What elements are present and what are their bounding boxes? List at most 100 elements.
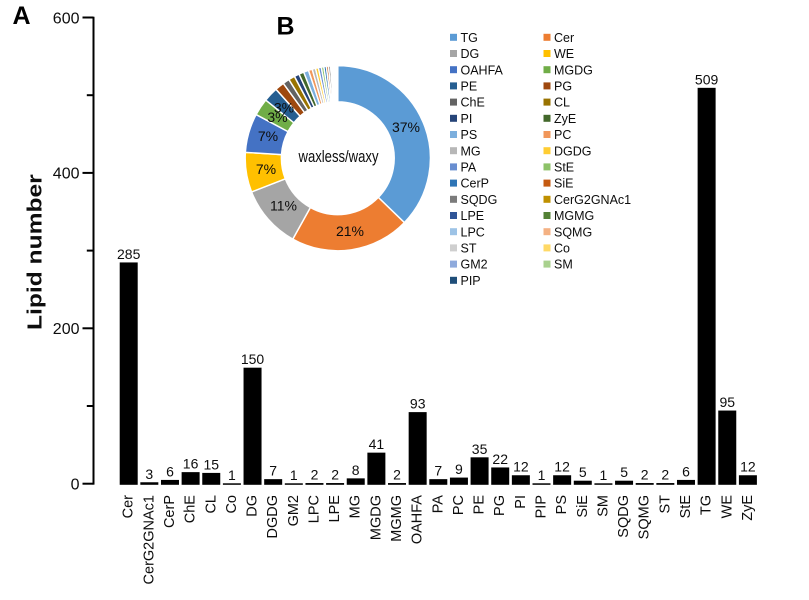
svg-text:9: 9 (455, 461, 463, 477)
svg-text:PG: PG (554, 80, 572, 94)
svg-text:2: 2 (331, 467, 339, 483)
svg-text:PIP: PIP (461, 274, 481, 288)
svg-text:22: 22 (492, 451, 508, 467)
svg-text:8: 8 (352, 462, 360, 478)
svg-text:SQDG: SQDG (616, 495, 632, 538)
svg-text:PE: PE (472, 495, 488, 515)
svg-text:MG: MG (348, 495, 364, 518)
svg-text:95: 95 (720, 394, 736, 410)
svg-text:Co: Co (554, 242, 570, 256)
svg-text:PC: PC (554, 128, 571, 142)
svg-text:DGDG: DGDG (554, 144, 592, 158)
svg-text:CerP: CerP (162, 495, 178, 528)
svg-text:3: 3 (145, 466, 153, 482)
svg-text:7: 7 (434, 463, 442, 479)
svg-text:41: 41 (369, 436, 385, 452)
svg-text:6: 6 (682, 463, 690, 479)
svg-text:Co: Co (224, 495, 240, 514)
svg-text:200: 200 (53, 321, 80, 338)
svg-text:CL: CL (554, 96, 570, 110)
svg-text:PS: PS (461, 128, 478, 142)
svg-text:MGDG: MGDG (368, 495, 384, 540)
svg-text:21%: 21% (336, 223, 364, 239)
svg-text:CerG2GNAc1: CerG2GNAc1 (141, 495, 157, 584)
svg-text:TG: TG (699, 495, 715, 515)
svg-text:PA: PA (430, 495, 446, 514)
svg-text:ST: ST (657, 495, 673, 514)
svg-text:150: 150 (241, 351, 265, 367)
svg-text:DG: DG (245, 495, 261, 517)
svg-text:5: 5 (620, 464, 628, 480)
svg-text:PG: PG (492, 495, 508, 516)
svg-text:1: 1 (228, 467, 236, 483)
svg-text:0: 0 (71, 477, 80, 494)
svg-text:MGDG: MGDG (554, 63, 593, 77)
svg-text:OAHFA: OAHFA (461, 63, 504, 77)
svg-text:2: 2 (661, 467, 669, 483)
svg-text:waxless/waxy: waxless/waxy (298, 147, 379, 166)
svg-text:SQMG: SQMG (637, 495, 653, 539)
svg-text:PI: PI (513, 495, 529, 509)
svg-text:ST: ST (461, 242, 477, 256)
svg-text:16: 16 (183, 456, 199, 472)
svg-text:Cer: Cer (554, 31, 574, 45)
svg-text:SiE: SiE (575, 495, 591, 518)
svg-text:MGMG: MGMG (389, 495, 405, 542)
svg-text:MGMG: MGMG (554, 209, 594, 223)
svg-text:5: 5 (579, 464, 587, 480)
svg-text:PI: PI (461, 112, 473, 126)
svg-text:CL: CL (203, 495, 219, 514)
svg-text:7: 7 (269, 463, 277, 479)
svg-text:PIP: PIP (534, 495, 550, 518)
svg-text:ChE: ChE (183, 495, 199, 524)
svg-text:2: 2 (393, 467, 401, 483)
svg-text:3%: 3% (274, 100, 294, 116)
svg-text:2: 2 (311, 467, 319, 483)
svg-text:LPE: LPE (327, 495, 343, 523)
svg-text:StE: StE (678, 495, 694, 519)
svg-text:A: A (13, 2, 31, 30)
svg-text:SM: SM (595, 495, 611, 517)
svg-text:6: 6 (166, 463, 174, 479)
svg-text:ZyE: ZyE (740, 495, 756, 521)
svg-text:PS: PS (554, 495, 570, 514)
svg-text:12: 12 (554, 459, 570, 475)
svg-text:OAHFA: OAHFA (410, 495, 426, 544)
svg-text:12: 12 (513, 459, 529, 475)
svg-text:285: 285 (117, 246, 141, 262)
svg-text:2: 2 (641, 467, 649, 483)
svg-text:509: 509 (695, 71, 719, 87)
svg-text:1: 1 (538, 467, 546, 483)
svg-text:7%: 7% (256, 161, 276, 177)
svg-text:LPE: LPE (461, 209, 485, 223)
svg-text:DG: DG (461, 47, 480, 61)
svg-text:CerP: CerP (461, 177, 489, 191)
svg-text:DGDG: DGDG (265, 495, 281, 539)
svg-text:SQDG: SQDG (461, 193, 498, 207)
svg-text:Lipid number: Lipid number (24, 174, 46, 330)
svg-text:7%: 7% (258, 128, 278, 144)
svg-text:1: 1 (290, 467, 298, 483)
svg-text:PA: PA (461, 161, 477, 175)
svg-text:1: 1 (600, 467, 608, 483)
svg-text:PE: PE (461, 80, 478, 94)
svg-text:CerG2GNAc1: CerG2GNAc1 (554, 193, 631, 207)
svg-text:TG: TG (461, 31, 478, 45)
svg-text:37%: 37% (392, 119, 420, 135)
svg-text:93: 93 (410, 396, 426, 412)
svg-text:WE: WE (554, 47, 574, 61)
svg-text:B: B (277, 13, 295, 41)
svg-text:SiE: SiE (554, 177, 573, 191)
svg-text:SQMG: SQMG (554, 225, 592, 239)
svg-text:11%: 11% (270, 198, 297, 214)
svg-text:GM2: GM2 (286, 495, 302, 526)
svg-text:Cer: Cer (121, 495, 137, 519)
svg-text:ZyE: ZyE (554, 112, 576, 126)
svg-text:15: 15 (204, 456, 220, 472)
svg-text:PC: PC (451, 495, 467, 515)
svg-text:MG: MG (461, 144, 481, 158)
svg-text:400: 400 (53, 166, 80, 183)
svg-text:12: 12 (740, 459, 756, 475)
svg-text:3%: 3% (267, 109, 287, 125)
svg-text:SM: SM (554, 258, 573, 272)
